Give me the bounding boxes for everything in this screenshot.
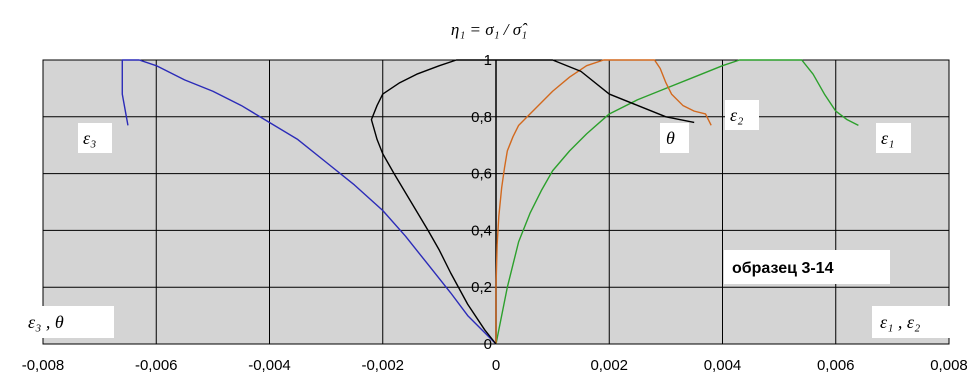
x-axis-label-right-background <box>872 306 952 338</box>
y-tick-label: 0,6 <box>471 166 492 183</box>
epsilon1-label-background <box>876 123 911 153</box>
epsilon2-label-background <box>725 100 759 130</box>
y-axis-tick-labels: 0 0,2 0,4 0,6 0,8 1 <box>471 52 492 353</box>
x-axis-tick-labels: -0,008 -0,006 -0,004 -0,002 0 0,002 0,004 0,006… <box>22 357 968 374</box>
x-tick-label: 0,006 <box>817 357 855 374</box>
x-tick-label: 0,008 <box>930 357 968 374</box>
theta-series-label: θ <box>666 128 675 148</box>
epsilon2-series-line <box>495 59 712 344</box>
x-tick-label: 0,002 <box>590 357 628 374</box>
y-tick-label: 1 <box>484 52 492 69</box>
epsilon3-series-label: ε₃ <box>83 128 96 148</box>
x-tick-label: -0,002 <box>361 357 404 374</box>
x-tick-label: -0,008 <box>22 357 65 374</box>
sample-annotation-background <box>724 250 890 284</box>
epsilon1-series-label: ε₁ <box>881 128 894 148</box>
data-series <box>121 59 859 345</box>
chart-title: η₁ = σ₁ / σ̂₁ <box>451 20 528 39</box>
x-tick-label: -0,006 <box>135 357 178 374</box>
x-tick-label: -0,004 <box>248 357 291 374</box>
epsilon3-label-background <box>78 123 112 153</box>
epsilon2-series-label: ε₂ <box>730 105 743 125</box>
x-tick-label: 0,004 <box>704 357 742 374</box>
y-tick-label: 0,4 <box>471 222 492 239</box>
theta-series-line <box>370 59 695 345</box>
theta-label-background <box>660 123 689 153</box>
y-tick-label: 0,2 <box>471 279 492 296</box>
x-tick-label: 0 <box>492 357 500 374</box>
x-axis-label-right: ε₁ , ε₂ <box>880 312 920 332</box>
epsilon1-series-line <box>495 59 859 345</box>
x-axis-label-left: ε₃ , θ <box>28 312 64 332</box>
y-tick-label: 0 <box>484 336 492 353</box>
y-tick-label: 0,8 <box>471 109 492 126</box>
epsilon3-series-line <box>121 59 497 345</box>
x-axis-label-left-background <box>22 306 114 338</box>
sample-annotation: образец 3-14 <box>732 260 834 277</box>
